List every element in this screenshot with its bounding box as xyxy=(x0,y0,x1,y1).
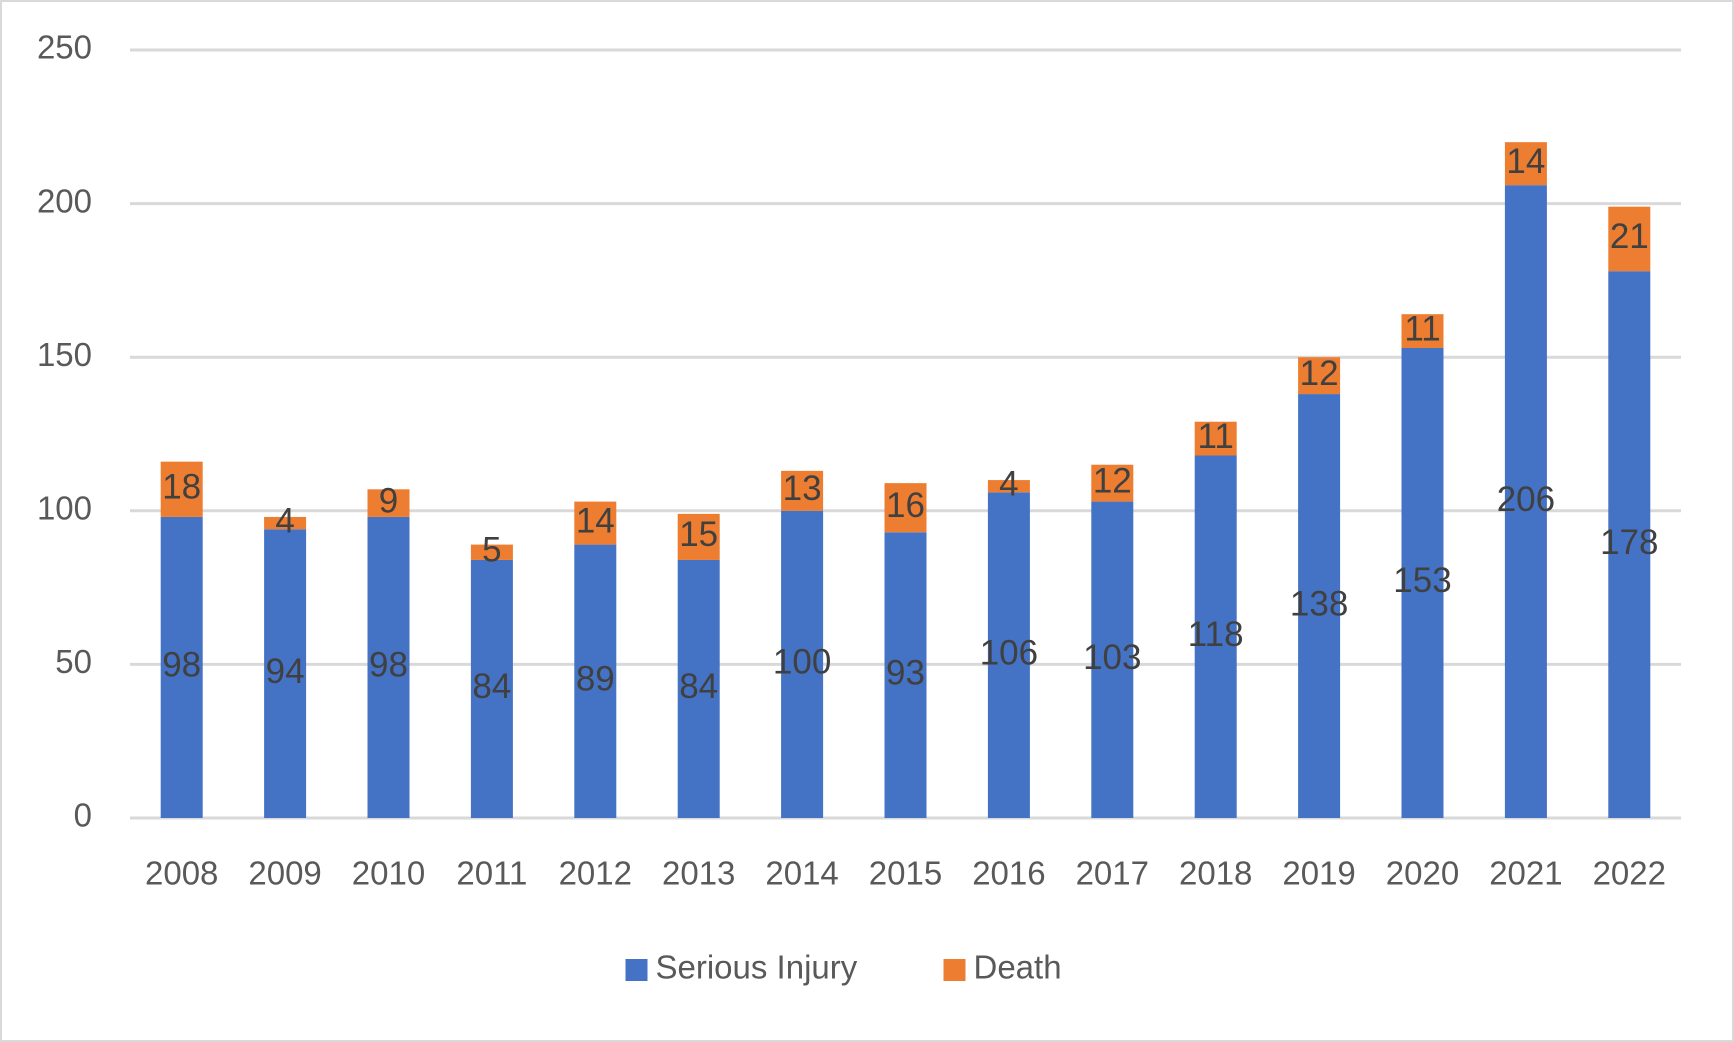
bar-segment xyxy=(1504,185,1547,819)
data-label: 93 xyxy=(886,653,925,692)
x-tick-label: 2017 xyxy=(1076,855,1149,892)
data-label: 11 xyxy=(1198,417,1234,456)
x-tick-label: 2010 xyxy=(352,855,425,892)
bar-segment xyxy=(884,483,927,533)
y-tick-label: 250 xyxy=(37,29,92,66)
y-tick-label: 150 xyxy=(37,336,92,373)
data-label: 106 xyxy=(980,633,1038,672)
x-tick-label: 2009 xyxy=(248,855,321,892)
data-label: 4 xyxy=(999,464,1018,503)
bar-segment xyxy=(884,532,927,818)
data-label: 5 xyxy=(482,531,501,570)
bar-segment xyxy=(987,492,1030,818)
bar-segment xyxy=(1608,271,1651,819)
data-label: 14 xyxy=(576,501,615,540)
data-label: 13 xyxy=(783,469,822,508)
legend-swatch xyxy=(943,959,966,981)
bar-segment xyxy=(1608,206,1651,272)
bar-segment xyxy=(1298,357,1341,395)
bar-segment xyxy=(1194,455,1237,818)
data-label: 18 xyxy=(162,468,201,507)
x-tick-label: 2011 xyxy=(456,855,527,892)
data-label: 153 xyxy=(1393,561,1451,600)
x-tick-label: 2016 xyxy=(972,855,1045,892)
bar-segment xyxy=(1401,314,1444,348)
bar-segment xyxy=(1298,394,1341,818)
bar-segment xyxy=(367,516,410,818)
bar-segment xyxy=(677,513,720,560)
y-tick-label: 0 xyxy=(74,797,92,834)
x-tick-label: 2019 xyxy=(1282,855,1355,892)
legend-swatch xyxy=(625,959,648,981)
y-tick-label: 50 xyxy=(55,643,92,680)
bar-segment xyxy=(574,544,617,818)
bar-segment xyxy=(367,489,410,517)
legend-label: Serious Injury xyxy=(656,949,858,986)
bar-segment xyxy=(264,516,307,530)
x-tick-label: 2008 xyxy=(145,855,218,892)
bar-segment xyxy=(160,461,203,517)
bar-segment xyxy=(160,516,203,818)
data-label: 118 xyxy=(1188,615,1244,654)
x-tick-label: 2020 xyxy=(1386,855,1459,892)
y-tick-label: 100 xyxy=(37,490,92,527)
x-tick-label: 2015 xyxy=(869,855,942,892)
data-label: 98 xyxy=(162,646,201,685)
data-label: 103 xyxy=(1083,638,1141,677)
x-tick-label: 2018 xyxy=(1179,855,1252,892)
data-label: 138 xyxy=(1290,584,1348,623)
data-label: 16 xyxy=(886,486,925,525)
data-label: 84 xyxy=(679,667,718,706)
data-label: 15 xyxy=(679,515,718,554)
x-tick-label: 2014 xyxy=(765,855,838,892)
y-tick-label: 200 xyxy=(37,182,92,219)
data-label: 21 xyxy=(1610,217,1649,256)
bar-segment xyxy=(470,544,513,560)
data-label: 9 xyxy=(379,481,398,520)
legend-label: Death xyxy=(974,949,1062,986)
data-label: 89 xyxy=(576,660,615,699)
x-tick-label: 2013 xyxy=(662,855,735,892)
data-label: 12 xyxy=(1300,354,1339,393)
bar-segment xyxy=(1401,347,1444,818)
bar-segment xyxy=(470,559,513,818)
bar-segment xyxy=(1091,501,1134,818)
data-label: 84 xyxy=(472,667,511,706)
bar-segment xyxy=(987,480,1030,493)
bar-segment xyxy=(677,559,720,818)
bar-segment xyxy=(264,529,307,818)
bar-segment xyxy=(1194,421,1237,456)
data-label: 12 xyxy=(1093,461,1132,500)
data-label: 100 xyxy=(773,643,831,682)
bar-segment xyxy=(1091,464,1134,502)
data-label: 98 xyxy=(369,646,408,685)
x-tick-label: 2022 xyxy=(1593,855,1666,892)
data-label: 206 xyxy=(1497,480,1555,519)
bar-segment xyxy=(574,501,617,545)
data-label: 4 xyxy=(275,501,294,540)
x-tick-label: 2012 xyxy=(559,855,632,892)
data-label: 94 xyxy=(266,652,305,691)
x-tick-label: 2021 xyxy=(1489,855,1562,892)
bar-segment xyxy=(781,470,824,511)
data-label: 178 xyxy=(1600,523,1658,562)
bar-segment xyxy=(781,510,824,818)
bar-segment xyxy=(1504,142,1547,186)
data-label: 11 xyxy=(1404,309,1440,348)
data-label: 14 xyxy=(1506,142,1545,181)
